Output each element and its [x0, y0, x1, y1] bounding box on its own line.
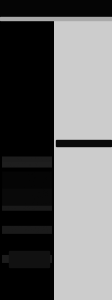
Bar: [0, 20, 53, 300]
Bar: [53, 20, 112, 300]
Bar: [9, 250, 48, 267]
Bar: [0, 17, 112, 20]
Bar: [0, 0, 112, 17]
Bar: [56, 140, 110, 146]
